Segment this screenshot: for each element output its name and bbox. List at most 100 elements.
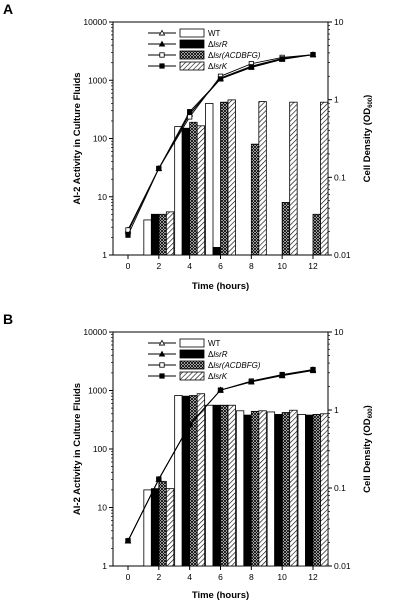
x-tick-label: 12 bbox=[308, 572, 318, 582]
bar bbox=[158, 480, 167, 567]
bar bbox=[266, 411, 276, 567]
series-point bbox=[217, 387, 224, 393]
legend-marker bbox=[158, 29, 166, 36]
bar bbox=[150, 488, 160, 567]
legend-marker bbox=[159, 63, 165, 69]
x-tick-label: 10 bbox=[277, 572, 287, 582]
series-point bbox=[310, 52, 316, 58]
bar bbox=[150, 213, 160, 256]
legend-swatch bbox=[179, 39, 205, 49]
legend-swatch bbox=[179, 61, 205, 71]
legend-marker bbox=[159, 362, 165, 368]
bar bbox=[250, 410, 260, 567]
bar bbox=[189, 395, 198, 567]
series-point bbox=[187, 421, 193, 428]
series-point bbox=[156, 476, 162, 482]
x-axis-title: Time (hours) bbox=[192, 590, 249, 601]
y-tick-label: 10 bbox=[98, 192, 108, 202]
series-point bbox=[310, 367, 316, 373]
bar bbox=[196, 393, 206, 567]
bar bbox=[281, 412, 291, 567]
panel-label: B bbox=[3, 311, 13, 327]
bar bbox=[227, 404, 236, 567]
bar bbox=[305, 414, 314, 567]
x-tick-label: 6 bbox=[218, 261, 223, 271]
legend-marker bbox=[158, 339, 166, 346]
bar bbox=[165, 488, 175, 567]
x-tick-label: 6 bbox=[218, 572, 223, 582]
bar bbox=[174, 395, 183, 567]
y-axis-title: AI-2 Activity in Culture Fluids bbox=[72, 383, 83, 515]
y-tick-label: 100 bbox=[93, 134, 107, 144]
x-tick-label: 12 bbox=[308, 261, 318, 271]
y2-tick-label: 10 bbox=[334, 327, 344, 337]
legend-label: ΔlsrK bbox=[208, 372, 228, 381]
bar bbox=[297, 414, 306, 567]
bar bbox=[189, 121, 198, 256]
y-tick-label: 100 bbox=[93, 444, 107, 454]
bar bbox=[143, 219, 152, 256]
bar bbox=[212, 404, 221, 567]
y-tick-label: 1000 bbox=[88, 386, 107, 396]
bar bbox=[243, 414, 252, 567]
legend-label: ΔlsrR bbox=[208, 40, 228, 49]
legend-label: WT bbox=[208, 339, 221, 348]
bar bbox=[274, 414, 283, 567]
legend-swatch bbox=[179, 50, 205, 60]
series-point bbox=[217, 76, 224, 82]
legend-marker bbox=[159, 52, 165, 58]
y-tick-label: 10000 bbox=[83, 17, 107, 27]
y2-axis-title: Cell Density (OD600) bbox=[362, 405, 374, 493]
bar bbox=[258, 101, 267, 256]
x-tick-label: 8 bbox=[249, 572, 254, 582]
series-point bbox=[156, 165, 162, 172]
legend-label: ΔlsrR bbox=[208, 350, 228, 359]
bar bbox=[312, 213, 321, 256]
y2-tick-label: 1 bbox=[334, 95, 339, 105]
x-tick-label: 4 bbox=[187, 261, 192, 271]
bar bbox=[320, 101, 329, 256]
bar bbox=[227, 99, 236, 256]
x-tick-label: 8 bbox=[249, 261, 254, 271]
legend-swatch bbox=[179, 28, 205, 38]
y2-tick-label: 10 bbox=[334, 17, 344, 27]
y2-tick-label: 0.01 bbox=[334, 250, 351, 260]
series-point bbox=[279, 56, 285, 62]
y2-tick-label: 1 bbox=[334, 405, 339, 415]
x-tick-label: 4 bbox=[187, 572, 192, 582]
bar bbox=[212, 247, 221, 256]
y-tick-label: 1000 bbox=[88, 75, 107, 85]
bar bbox=[181, 395, 191, 567]
legend-marker bbox=[158, 40, 166, 47]
x-axis-title: Time (hours) bbox=[192, 281, 249, 292]
series-point bbox=[248, 64, 254, 70]
x-tick-label: 10 bbox=[277, 261, 287, 271]
y-tick-label: 1 bbox=[102, 250, 107, 260]
x-tick-label: 2 bbox=[156, 261, 161, 271]
bar bbox=[320, 413, 329, 567]
bar bbox=[165, 211, 175, 256]
legend-label: Δlsr(ACDBFG) bbox=[208, 51, 261, 60]
bar bbox=[289, 409, 298, 567]
bar bbox=[205, 103, 214, 256]
y-tick-label: 10000 bbox=[83, 327, 107, 337]
legend-swatch bbox=[179, 338, 205, 348]
x-tick-label: 0 bbox=[126, 261, 131, 271]
series-point bbox=[187, 109, 193, 115]
y2-tick-label: 0.01 bbox=[334, 561, 351, 571]
bar bbox=[312, 414, 321, 567]
legend-swatch bbox=[179, 349, 205, 359]
bar bbox=[220, 404, 229, 567]
bar bbox=[235, 410, 245, 567]
bar bbox=[289, 101, 298, 256]
y2-axis-title: Cell Density (OD600) bbox=[362, 95, 374, 183]
y2-tick-label: 0.1 bbox=[334, 172, 346, 182]
legend-marker bbox=[158, 350, 166, 357]
panel-label: A bbox=[3, 1, 13, 17]
bar bbox=[258, 410, 267, 567]
legend-label: Δlsr(ACDBFG) bbox=[208, 361, 261, 370]
bar bbox=[174, 126, 183, 256]
y-tick-label: 1 bbox=[102, 561, 107, 571]
